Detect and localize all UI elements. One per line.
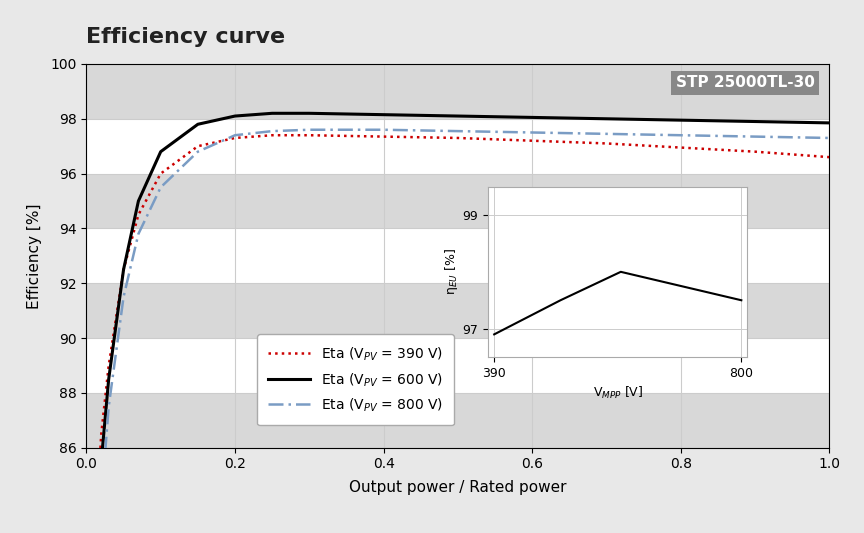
Bar [86, 393, 829, 448]
X-axis label: Output power / Rated power: Output power / Rated power [349, 480, 567, 495]
Y-axis label: η$_{EU}$ [%]: η$_{EU}$ [%] [442, 248, 460, 295]
Bar [86, 64, 829, 119]
Bar [86, 283, 829, 338]
X-axis label: V$_{MPP}$ [V]: V$_{MPP}$ [V] [593, 385, 643, 401]
Legend: Eta (V$_{PV}$ = 390 V), Eta (V$_{PV}$ = 600 V), Eta (V$_{PV}$ = 800 V): Eta (V$_{PV}$ = 390 V), Eta (V$_{PV}$ = … [257, 334, 454, 425]
Y-axis label: Efficiency [%]: Efficiency [%] [27, 203, 42, 309]
Text: STP 25000TL-30: STP 25000TL-30 [676, 76, 815, 91]
Text: Efficiency curve: Efficiency curve [86, 27, 285, 47]
Bar [86, 174, 829, 229]
